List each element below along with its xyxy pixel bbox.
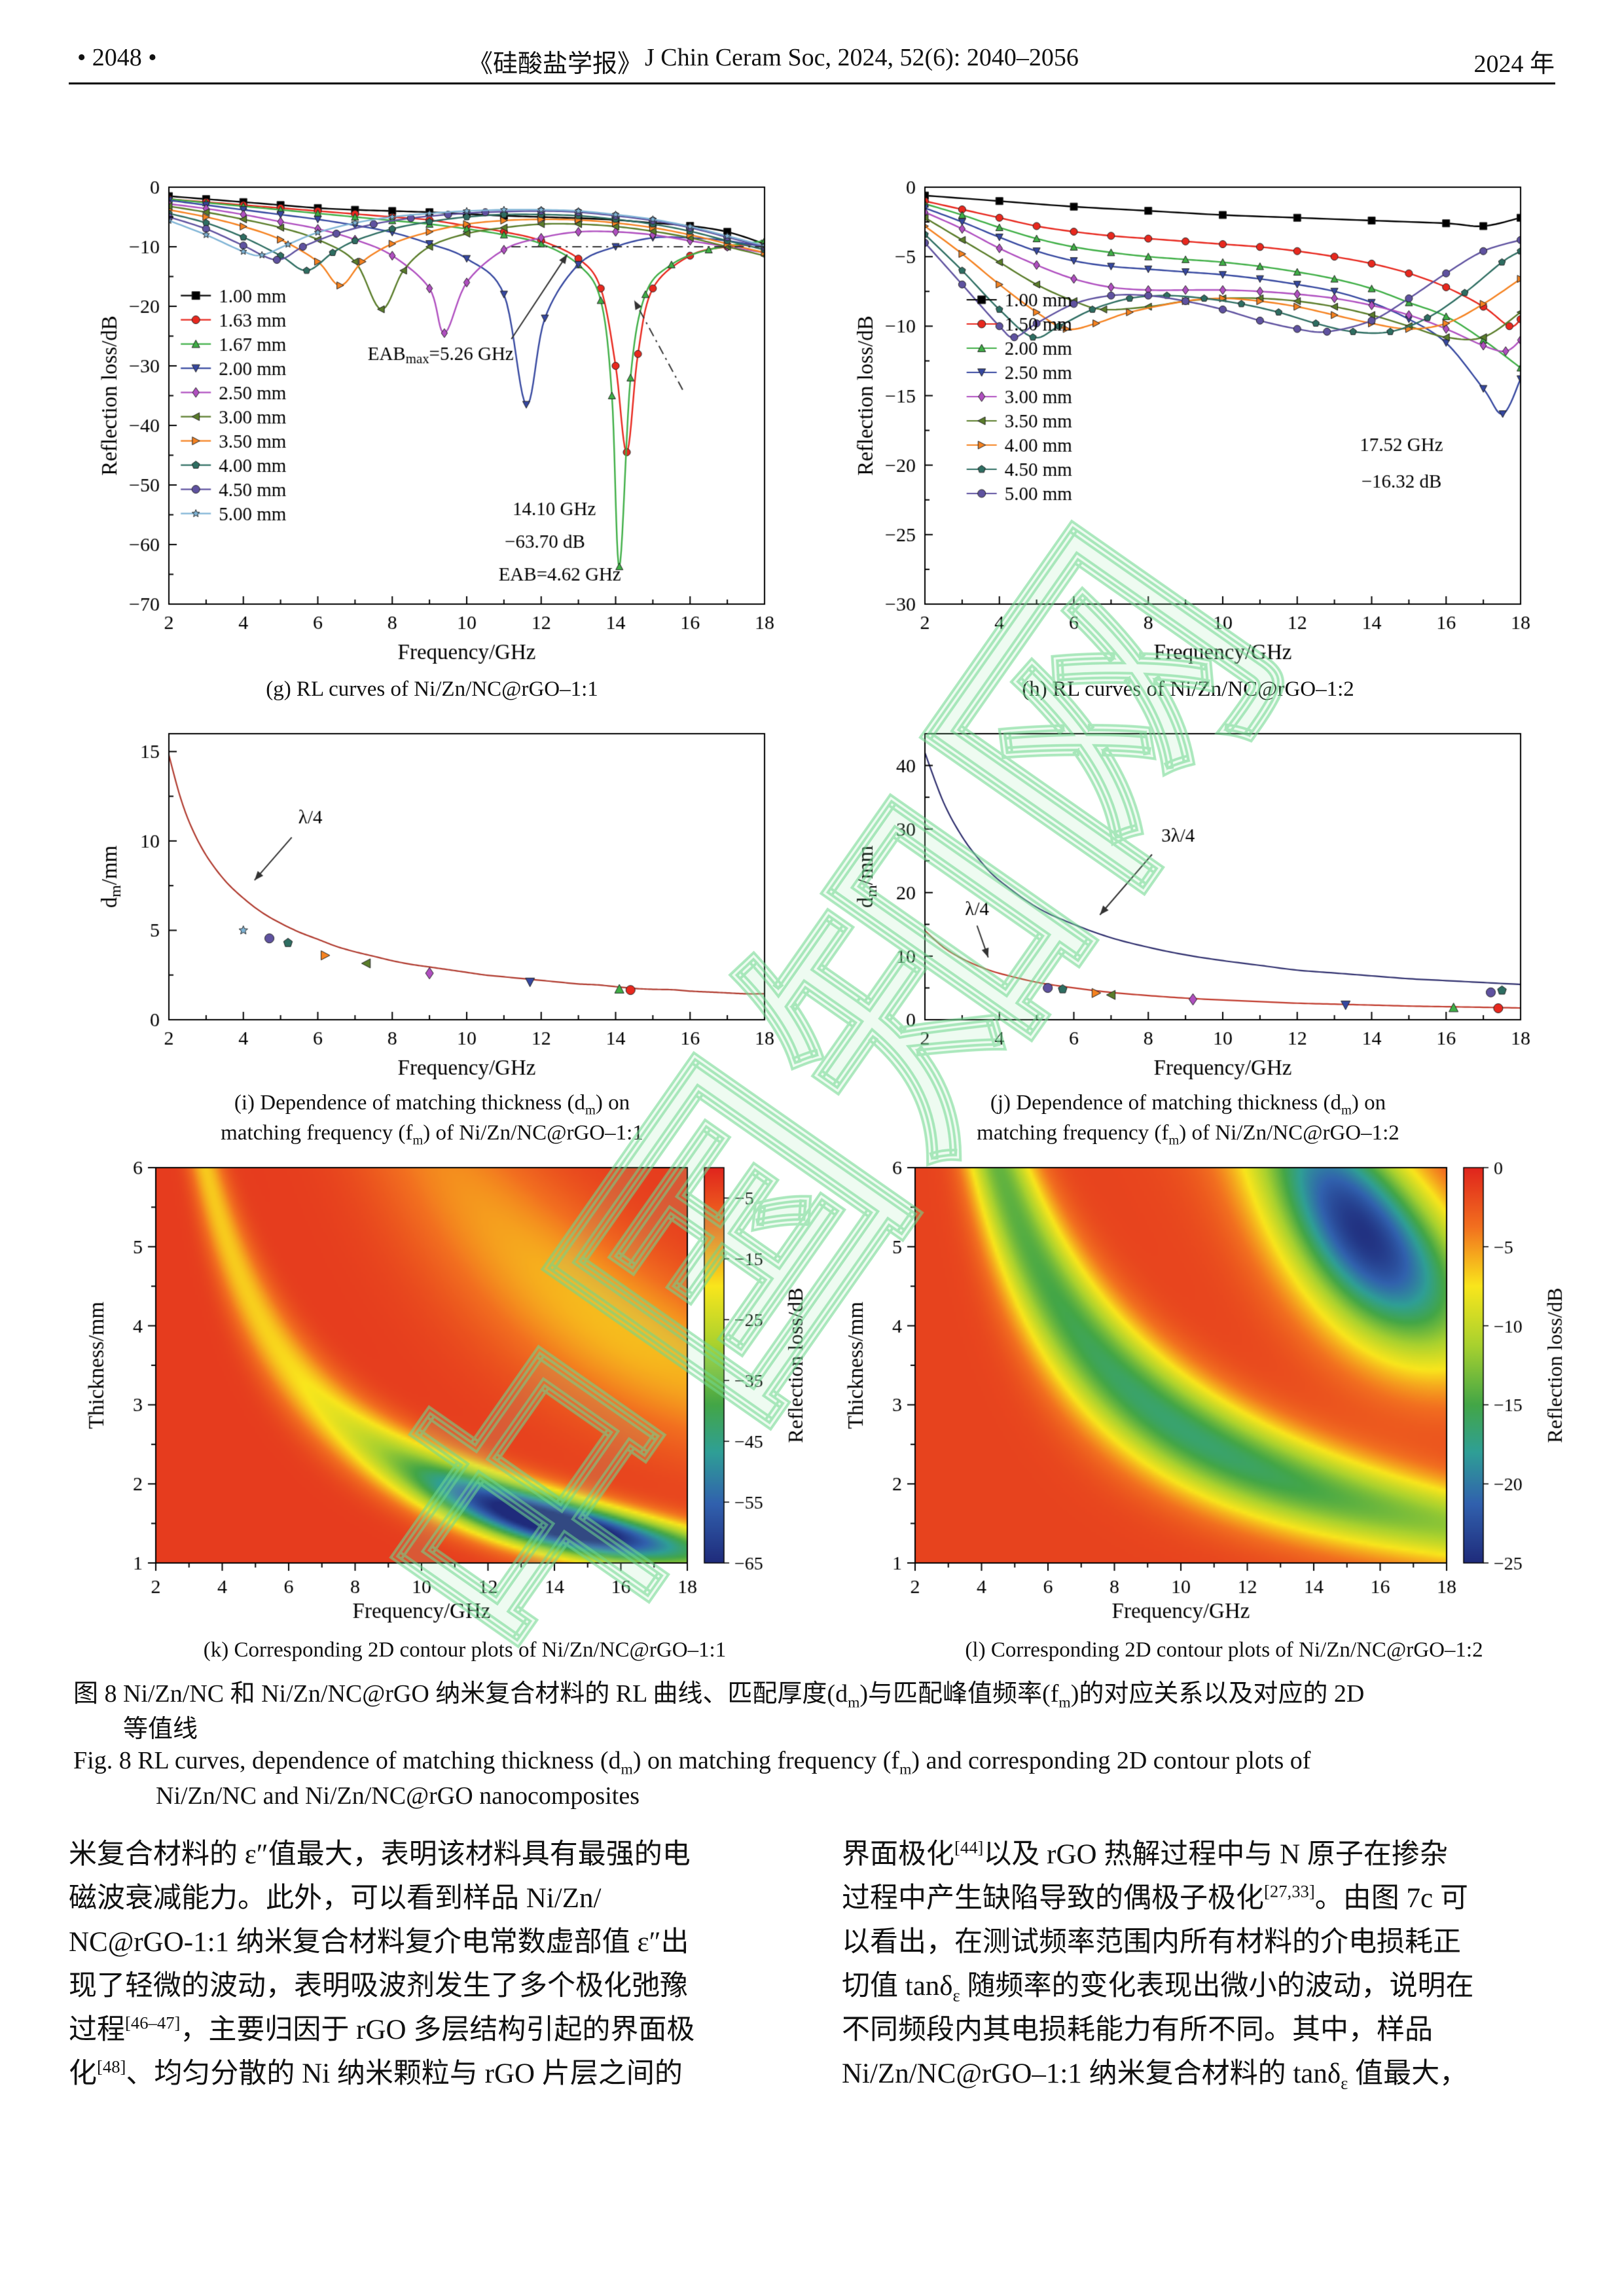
caption-en-line1: Fig. 8 RL curves, dependence of matching… — [73, 1747, 1311, 1778]
text-line: 切值 tanδε 随频率的变化表现出微小的波动，说明在 — [842, 1971, 1474, 2005]
text-line: 化[48]、均匀分散的 Ni 纳米颗粒与 rGO 片层之间的 — [69, 2056, 683, 2089]
caption-en-line2: Ni/Zn/NC and Ni/Zn/NC@rGO nanocomposites — [156, 1782, 640, 1810]
chart-k-contour-1-1 — [79, 1158, 851, 1623]
text-line: 磁波衰减能力。此外，可以看到样品 Ni/Zn/ — [69, 1883, 602, 1914]
subcaption-k: (k) Corresponding 2D contour plots of Ni… — [203, 1638, 727, 1662]
chart-g-rl-curves-1-1 — [85, 177, 779, 664]
header-divider — [69, 82, 1555, 84]
text-line: 米复合材料的 ε″值最大，表明该材料具有最强的电 — [69, 1839, 691, 1870]
header-year: 2024 年 — [1473, 50, 1555, 78]
subcaption-i: (i) Dependence of matching thickness (dm… — [221, 1091, 643, 1148]
chart-h-rl-curves-1-2 — [841, 177, 1535, 664]
body-column-right: 界面极化[44]以及 rGO 热解过程中与 N 原子在掺杂 过程中产生缺陷导致的… — [842, 1833, 1562, 2096]
page-number: • 2048 • — [77, 44, 157, 71]
caption-cn-line2: 等值线 — [123, 1715, 198, 1743]
text-line: 过程[46–47]，主要归因于 rGO 多层结构引起的界面极 — [69, 2013, 695, 2045]
text-line: 以看出，在测试频率范围内所有材料的介电损耗正 — [842, 1927, 1461, 1958]
text-line: NC@rGO-1:1 纳米复合材料复介电常数虚部值 ε″出 — [69, 1927, 689, 1958]
subcaption-g: (g) RL curves of Ni/Zn/NC@rGO–1:1 — [266, 677, 598, 701]
chart-j-matching-thickness-1-2 — [841, 723, 1535, 1080]
journal-name-cn: 《硅酸盐学报》 — [468, 50, 643, 78]
subcaption-l: (l) Corresponding 2D contour plots of Ni… — [965, 1638, 1483, 1662]
text-line: 不同频段内其电损耗能力有所不同。其中，样品 — [842, 2015, 1433, 2045]
body-column-left: 米复合材料的 ε″值最大，表明该材料具有最强的电 磁波衰减能力。此外，可以看到样… — [69, 1833, 789, 2096]
text-line: Ni/Zn/NC@rGO–1:1 纳米复合材料的 tanδε 值最大， — [842, 2058, 1468, 2093]
text-line: 界面极化[44]以及 rGO 热解过程中与 N 原子在掺杂 — [842, 1837, 1448, 1870]
journal-citation: J Chin Ceram Soc, 2024, 52(6): 2040–2056 — [645, 44, 1079, 71]
text-line: 现了轻微的波动，表明吸波剂发生了多个极化弛豫 — [69, 1971, 688, 2001]
chart-l-contour-1-2 — [838, 1158, 1610, 1623]
text-line: 过程中产生缺陷导致的偶极子极化[27,33]。由图 7c 可 — [842, 1881, 1468, 1914]
subcaption-h: (h) RL curves of Ni/Zn/NC@rGO–1:2 — [1022, 677, 1354, 701]
subcaption-j: (j) Dependence of matching thickness (dm… — [977, 1091, 1399, 1148]
chart-i-matching-thickness-1-1 — [85, 723, 779, 1080]
caption-cn-line1: 图 8 Ni/Zn/NC 和 Ni/Zn/NC@rGO 纳米复合材料的 RL 曲… — [73, 1680, 1365, 1712]
